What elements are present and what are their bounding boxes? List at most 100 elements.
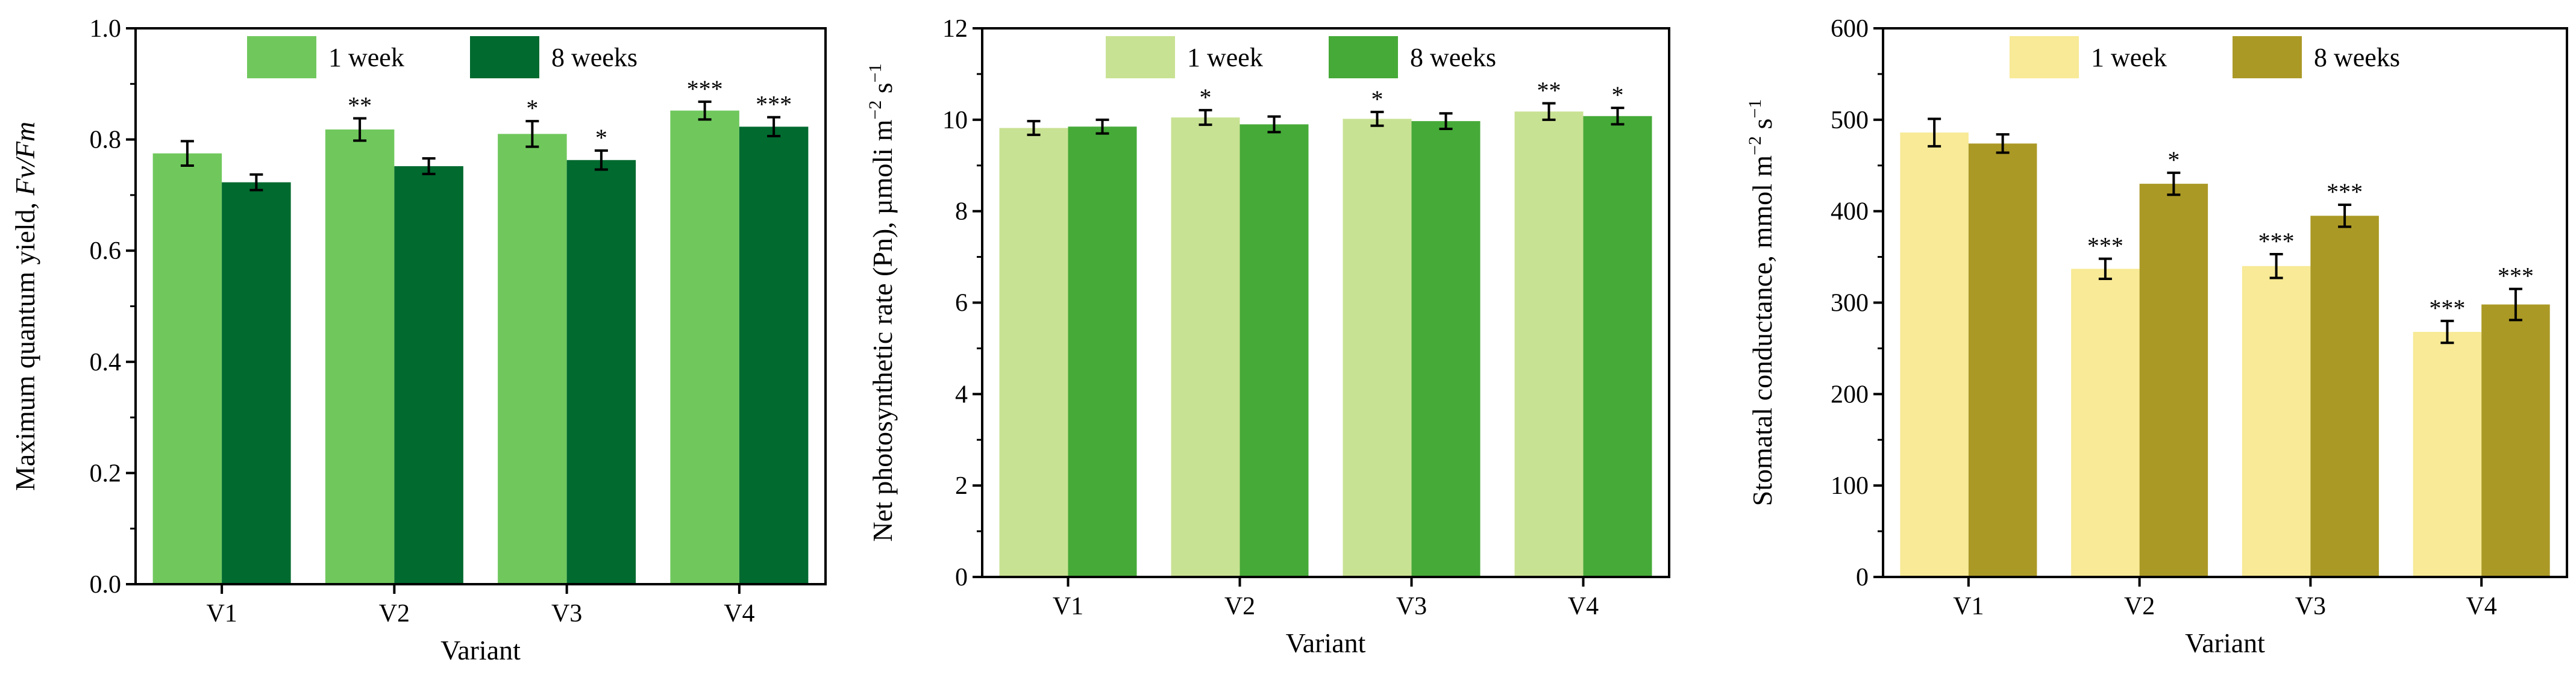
error-bar-V2-8weeks — [2167, 171, 2181, 196]
x-axis-label: Variant — [1286, 628, 1366, 658]
significance-V3-8weeks: * — [595, 124, 607, 151]
significance-V2-1week: ** — [348, 92, 372, 119]
chart-panel-3: V1****V2******V3******V40100200300400500… — [1745, 15, 2568, 658]
bar-V4-1week — [670, 110, 739, 584]
y-tick-label-2: 2 — [955, 472, 968, 500]
y-tick-label-0.2: 0.2 — [90, 460, 122, 487]
bar-V2-8weeks — [1239, 124, 1309, 578]
bar-V1-1week — [1900, 132, 1969, 578]
y-axis-label: Stomatal conductance, mmol m−2 s−1 — [1745, 99, 1778, 507]
x-tick-label-V2: V2 — [379, 600, 410, 628]
error-bar-V4-8weeks — [767, 116, 781, 138]
significance-V2-1week: *** — [2087, 232, 2123, 260]
error-bar-V1-8weeks — [1996, 133, 2010, 154]
significance-V2-1week: * — [1200, 84, 1212, 111]
y-tick-label-0: 0 — [1856, 564, 1869, 591]
error-bar-V3-8weeks — [594, 149, 608, 171]
error-bar-V4-8weeks — [2509, 287, 2522, 322]
y-tick-label-300: 300 — [1831, 290, 1869, 317]
bar-V3-8weeks — [1411, 121, 1481, 577]
error-bar-V2-1week — [353, 117, 367, 142]
y-tick-label-0: 0 — [955, 564, 968, 591]
error-bar-V1-1week — [180, 140, 194, 167]
bar-V3-1week — [498, 134, 567, 584]
significance-V4-1week: ** — [1537, 77, 1561, 104]
error-bar-V3-1week — [1370, 110, 1384, 127]
y-tick-label-1.0: 1.0 — [90, 15, 122, 43]
legend-swatch-1week — [2010, 36, 2079, 78]
bar-V3-8weeks — [566, 160, 636, 585]
bar-V3-1week — [2242, 266, 2311, 577]
legend: 1 week 8 weeks — [247, 36, 638, 78]
legend-swatch-1week — [247, 36, 316, 78]
x-tick-label-V4: V4 — [724, 600, 754, 628]
legend: 1 week 8 weeks — [2010, 36, 2400, 78]
legend-label-8weeks: 8 weeks — [2314, 43, 2400, 72]
significance-V3-1week: * — [526, 95, 538, 122]
x-tick-label-V3: V3 — [551, 600, 582, 628]
significance-V4-1week: *** — [687, 75, 723, 102]
y-tick-label-0.4: 0.4 — [90, 349, 122, 376]
error-bar-V3-8weeks — [2338, 204, 2352, 228]
bar-V1-8weeks — [222, 182, 291, 584]
error-bar-V1-1week — [1928, 117, 1941, 148]
y-tick-label-10: 10 — [942, 107, 968, 134]
bar-V2-8weeks — [2139, 184, 2208, 577]
y-tick-label-600: 600 — [1831, 15, 1869, 43]
bar-V4-1week — [1514, 111, 1584, 577]
significance-V4-8weeks: *** — [756, 91, 792, 118]
y-tick-label-6: 6 — [955, 290, 968, 317]
error-bar-V2-1week — [2098, 257, 2112, 281]
legend-swatch-8weeks — [1329, 36, 1398, 78]
plot-frame — [1882, 27, 2568, 578]
y-axis-label: Maximum quantum yield, Fv/Fm — [10, 122, 40, 491]
y-tick-label-4: 4 — [955, 381, 968, 408]
significance-V4-8weeks: *** — [2498, 263, 2534, 290]
plot-frame — [981, 27, 1670, 578]
error-bar-V4-1week — [698, 100, 712, 121]
significance-V3-8weeks: *** — [2327, 178, 2363, 205]
chart-panel-1: V1**V2**V3******V40.00.20.40.60.81.0Vari… — [10, 15, 827, 666]
error-bar-V4-1week — [2440, 319, 2454, 344]
significance-V3-1week: *** — [2258, 228, 2295, 255]
x-tick-label-V4: V4 — [2466, 593, 2496, 620]
error-bar-V3-8weeks — [1439, 112, 1453, 131]
error-bar-V3-1week — [525, 120, 539, 148]
bar-V2-1week — [325, 129, 395, 585]
significance-V4-1week: *** — [2429, 295, 2465, 322]
x-axis-label: Variant — [2185, 628, 2265, 658]
legend-label-1week: 1 week — [2091, 43, 2167, 72]
error-bar-V1-8weeks — [249, 173, 263, 192]
bar-V1-8weeks — [1968, 143, 2037, 577]
y-axis-label: Net photosynthetic rate (Pn), µmoli m−2 … — [865, 63, 898, 541]
x-axis-label: Variant — [440, 635, 521, 666]
legend: 1 week 8 weeks — [1106, 36, 1496, 78]
error-bar-V3-1week — [2269, 253, 2283, 279]
error-bar-V2-8weeks — [1267, 115, 1281, 134]
y-tick-label-500: 500 — [1831, 107, 1869, 134]
x-tick-label-V3: V3 — [1396, 593, 1427, 620]
significance-V3-1week: * — [1371, 86, 1384, 113]
x-tick-label-V1: V1 — [1053, 593, 1083, 620]
bar-V1-1week — [152, 153, 222, 585]
legend-swatch-8weeks — [470, 36, 539, 78]
bar-V3-8weeks — [2310, 216, 2379, 578]
legend-label-8weeks: 8 weeks — [1410, 43, 1496, 72]
bar-V4-8weeks — [2481, 304, 2550, 577]
legend-label-8weeks: 8 weeks — [551, 43, 638, 72]
error-bar-V4-8weeks — [1611, 107, 1625, 126]
error-bar-V2-8weeks — [422, 157, 436, 175]
y-tick-label-0.0: 0.0 — [90, 571, 122, 599]
error-bar-V1-1week — [1027, 120, 1041, 136]
plot-frame — [134, 27, 827, 585]
bar-V2-8weeks — [394, 166, 463, 584]
bar-V4-8weeks — [1583, 116, 1652, 577]
y-tick-label-0.8: 0.8 — [90, 126, 122, 154]
x-tick-label-V1: V1 — [1953, 593, 1984, 620]
significance-V4-8weeks: * — [1612, 81, 1624, 108]
legend-swatch-8weeks — [2233, 36, 2302, 78]
x-tick-label-V3: V3 — [2295, 593, 2326, 620]
